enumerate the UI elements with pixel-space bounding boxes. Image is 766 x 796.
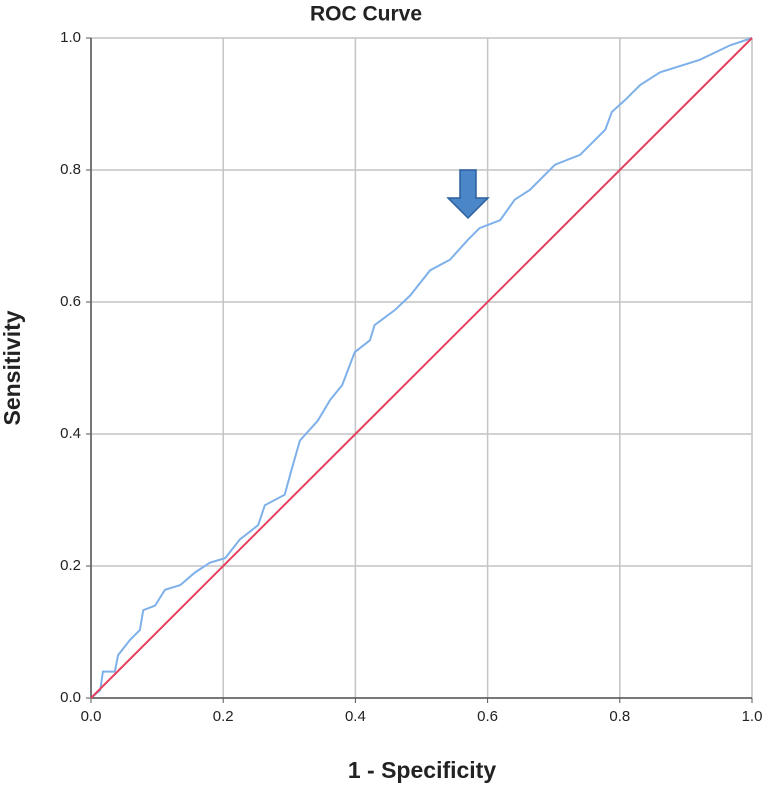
y-tick-label: 0.8	[60, 161, 81, 178]
curve	[90, 37, 753, 699]
y-tick-label: 0.0	[60, 689, 81, 706]
x-tick-label: 0.8	[609, 708, 630, 725]
chart-title: ROC Curve	[310, 3, 422, 26]
x-tick-label: 0.2	[213, 708, 234, 725]
curve	[90, 37, 753, 699]
arrow-annotation	[446, 169, 490, 220]
x-tick-label: 0.4	[345, 708, 366, 725]
x-tick-label: 1.0	[742, 708, 763, 725]
x-tick-label: 0.0	[81, 708, 102, 725]
y-tick-label: 1.0	[60, 29, 81, 46]
x-tick-label: 0.6	[477, 708, 498, 725]
x-axis-label: 1 - Specificity	[348, 757, 496, 783]
y-tick-label: 0.6	[60, 293, 81, 310]
y-axis-label: Sensitivity	[0, 310, 25, 425]
y-tick-label: 0.4	[60, 425, 81, 442]
y-tick-label: 0.2	[60, 557, 81, 574]
